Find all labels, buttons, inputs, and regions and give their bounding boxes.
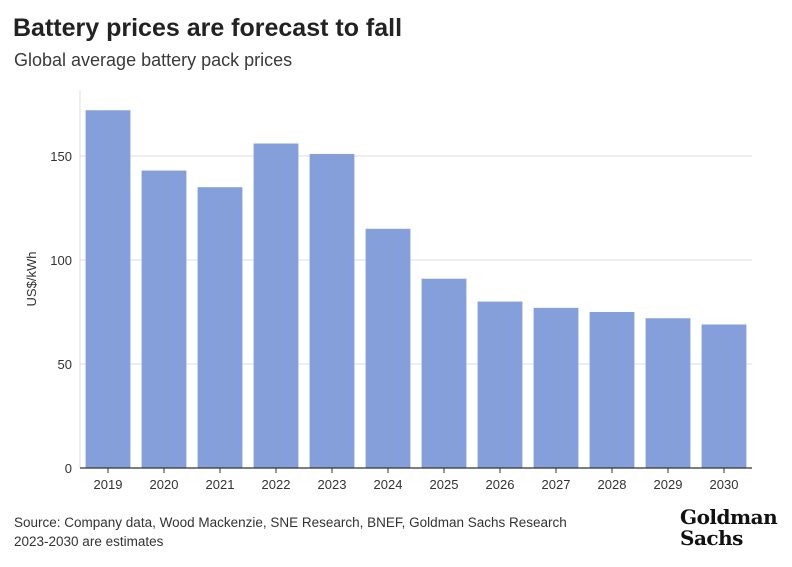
- x-tick-label: 2030: [710, 477, 739, 492]
- bar-chart: 0 50 100 150 US$/kWh 2019 2020 2021 2022 2023 2024…: [24, 90, 752, 492]
- chart-footer: Source: Company data, Wood Mackenzie, SN…: [14, 513, 567, 551]
- x-tick-label: 2029: [654, 477, 683, 492]
- source-note: Source: Company data, Wood Mackenzie, SN…: [14, 515, 567, 530]
- x-tick-label: 2022: [262, 477, 291, 492]
- y-tick-label: 150: [50, 149, 72, 164]
- axes: 0 50 100 150 US$/kWh 2019 2020 2021 2022 2023 2024…: [24, 90, 752, 492]
- y-tick-label: 0: [65, 461, 72, 476]
- logo-line-2: Sachs: [680, 526, 743, 550]
- bar-2027: [533, 307, 579, 468]
- bar-2022: [253, 143, 299, 468]
- bar-2023: [309, 153, 355, 469]
- goldman-sachs-logo: Goldman Sachs: [680, 505, 778, 550]
- bars: [85, 110, 747, 469]
- bar-2030: [701, 324, 747, 468]
- bar-2028: [589, 312, 635, 468]
- y-tick-label: 100: [50, 253, 72, 268]
- bar-2026: [477, 301, 523, 468]
- x-tick-label: 2027: [542, 477, 571, 492]
- bar-2021: [197, 187, 243, 468]
- bar-2020: [141, 170, 187, 468]
- x-tick-label: 2024: [374, 477, 403, 492]
- bar-2024: [365, 228, 411, 468]
- bar-2019: [85, 110, 131, 469]
- x-tick-label: 2019: [94, 477, 123, 492]
- gridlines: [80, 155, 752, 365]
- bar-2025: [421, 278, 467, 468]
- x-tick-label: 2021: [206, 477, 235, 492]
- x-tick-label: 2020: [150, 477, 179, 492]
- chart-subtitle: Global average battery pack prices: [14, 50, 293, 70]
- x-tick-label: 2028: [598, 477, 627, 492]
- chart-title: Battery prices are forecast to fall: [13, 14, 403, 42]
- bar-2029: [645, 318, 691, 468]
- estimate-note: 2023-2030 are estimates: [14, 534, 164, 549]
- x-tick-label: 2026: [486, 477, 515, 492]
- logo-line-1: Goldman: [680, 505, 778, 529]
- x-tick-label: 2023: [318, 477, 347, 492]
- y-tick-label: 50: [58, 357, 72, 372]
- y-axis-label: US$/kWh: [24, 252, 39, 307]
- x-tick-label: 2025: [430, 477, 459, 492]
